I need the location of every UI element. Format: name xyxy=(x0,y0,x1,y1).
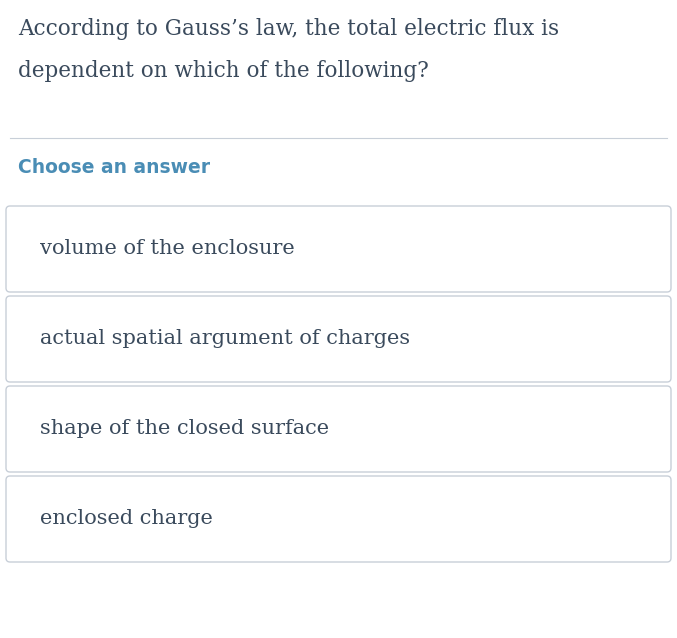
Text: According to Gauss’s law, the total electric flux is: According to Gauss’s law, the total elec… xyxy=(18,18,559,40)
FancyBboxPatch shape xyxy=(6,206,671,292)
Text: volume of the enclosure: volume of the enclosure xyxy=(40,239,294,258)
Text: enclosed charge: enclosed charge xyxy=(40,510,213,528)
Text: actual spatial argument of charges: actual spatial argument of charges xyxy=(40,329,410,348)
Text: dependent on which of the following?: dependent on which of the following? xyxy=(18,60,429,82)
Text: Choose an answer: Choose an answer xyxy=(18,158,210,177)
FancyBboxPatch shape xyxy=(6,476,671,562)
FancyBboxPatch shape xyxy=(6,296,671,382)
Text: shape of the closed surface: shape of the closed surface xyxy=(40,420,329,438)
FancyBboxPatch shape xyxy=(6,386,671,472)
